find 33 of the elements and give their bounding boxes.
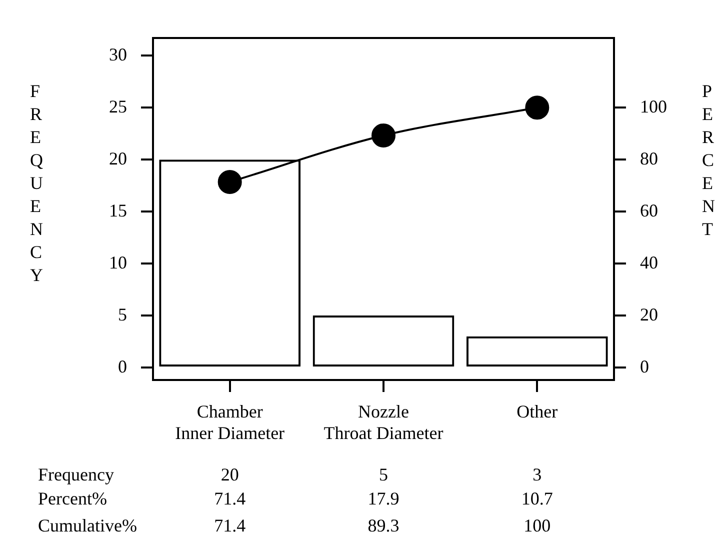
x-tick-label: Other [516,402,558,422]
y2-tick-label: 100 [640,96,667,116]
y-tick-label: 20 [109,148,127,168]
text: Frequency [38,464,114,485]
text: 10.7 [521,488,553,509]
data-label: 5 [379,464,388,485]
point [372,123,396,148]
data-label: 20 [220,464,239,485]
data-label: 71.4 [214,516,246,536]
y-tick-label: 10 [109,252,127,272]
point [525,96,550,120]
y2-axis-title: PERCENT [702,80,715,241]
y2-tick-label: 0 [640,356,649,376]
y2-tick-label: 40 [640,252,658,272]
y-tick-label: 0 [118,356,127,376]
y-tick-label: 30 [109,44,127,64]
y-tick-label: 25 [109,96,127,116]
text: Cumulative% [38,516,137,536]
data-label: 89.3 [368,516,400,536]
x-tick-label: Nozzle Throat Diameter [324,402,444,444]
text: 17.9 [368,488,400,509]
point [218,170,242,194]
y-tick-label: 15 [109,200,127,220]
text: 71.4 [214,488,246,509]
y2-tick-label: 20 [640,304,658,324]
y2-tick-label: 60 [640,200,658,220]
y2-tick-label: 80 [640,148,658,168]
text: Percent% [38,488,107,509]
text: FREQUENCY [30,81,43,285]
y-tick-label: 5 [118,304,127,324]
data-label: 100 [524,516,551,536]
x-tick-label: Chamber Inner Diameter [175,402,285,444]
data-label: 3 [532,464,542,485]
